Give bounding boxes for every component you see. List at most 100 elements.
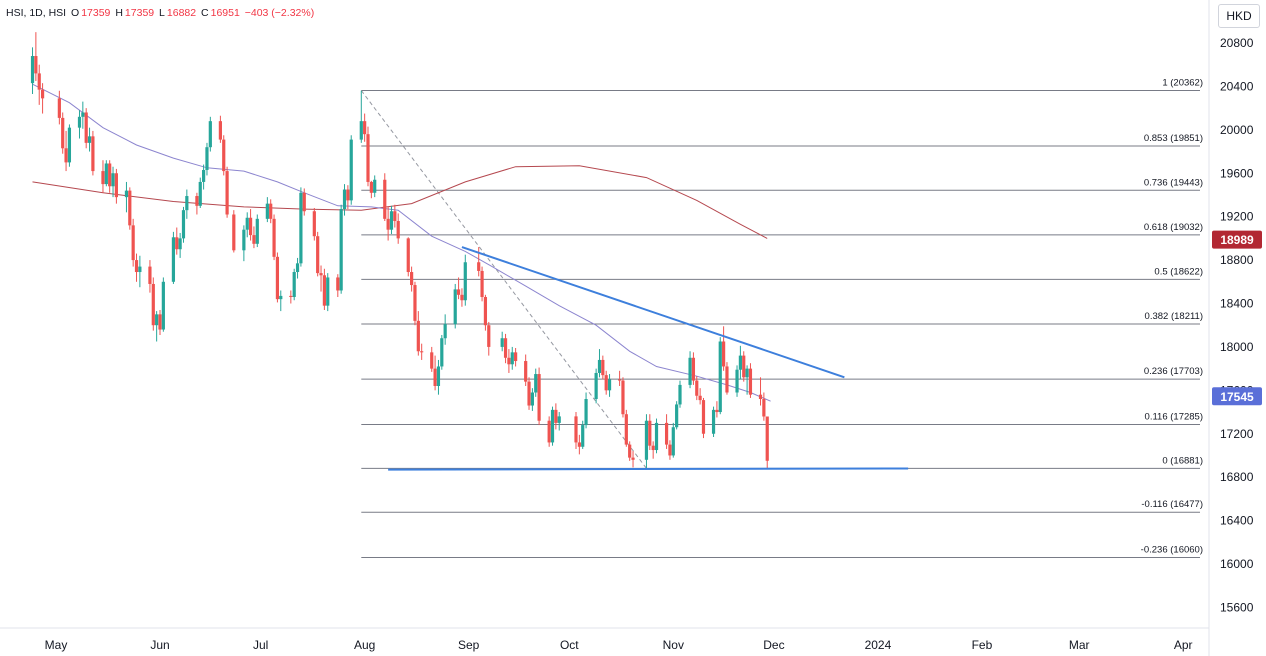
candle-body	[312, 211, 316, 237]
candle-body	[557, 416, 561, 423]
candle-body	[654, 422, 659, 451]
candle-body	[718, 341, 722, 413]
candle-body	[631, 457, 635, 460]
candle-body	[198, 181, 202, 206]
candle-body	[245, 217, 249, 230]
candle-body	[151, 283, 155, 326]
fib-level-label: 0 (16881)	[1162, 455, 1203, 466]
candle-body	[104, 163, 108, 185]
y-tick-label: 18800	[1220, 253, 1254, 267]
candle-body	[81, 112, 85, 117]
candle-body	[77, 116, 82, 128]
candle-body	[675, 404, 679, 428]
candle-body	[420, 351, 424, 353]
candle-body	[195, 196, 199, 206]
ma-short-line	[32, 83, 771, 402]
candle-body	[487, 325, 491, 347]
candle-body	[161, 281, 165, 330]
candle-body	[84, 112, 88, 143]
candle-body	[604, 375, 608, 391]
candle-body	[124, 190, 129, 198]
y-tick-label: 16400	[1220, 514, 1254, 528]
change-value: −403 (−2.32%)	[244, 7, 315, 19]
candle-body	[128, 190, 132, 226]
candle-body	[373, 179, 377, 193]
candle-body	[406, 238, 410, 273]
candle-body	[346, 189, 350, 201]
candle-body	[722, 341, 726, 367]
y-tick-label: 15600	[1220, 600, 1254, 614]
candle-body	[628, 444, 632, 458]
candle-body	[205, 147, 209, 170]
y-tick-label: 19600	[1220, 166, 1254, 180]
candle-body	[503, 338, 508, 358]
candle-body	[57, 98, 61, 118]
fib-level-label: 0.736 (19443)	[1144, 177, 1203, 188]
candle-body	[584, 399, 588, 426]
candle-body	[396, 221, 400, 239]
candle-body	[61, 117, 65, 149]
candle-body	[547, 420, 551, 443]
symbol-label[interactable]: HSI, 1D, HSI	[6, 7, 67, 19]
candle-body	[601, 359, 605, 376]
currency-button[interactable]: HKD	[1218, 4, 1260, 28]
candle-body	[514, 352, 518, 362]
close-label: C	[201, 7, 209, 19]
candle-body	[87, 136, 92, 143]
price-badge-label: 18989	[1220, 233, 1254, 247]
fib-level-label: 0.5 (18622)	[1154, 266, 1203, 277]
candle-body	[500, 338, 504, 347]
candle-body	[664, 422, 669, 445]
support-line[interactable]	[388, 467, 909, 471]
x-tick-label: Aug	[354, 638, 375, 652]
fib-level-label: -0.116 (16477)	[1141, 499, 1203, 510]
candle-body	[430, 352, 434, 369]
y-tick-label: 16800	[1220, 470, 1254, 484]
candle-body	[316, 236, 320, 274]
candle-body	[383, 179, 387, 219]
candle-body	[336, 277, 340, 291]
open-label: O	[71, 7, 80, 19]
candle-body	[698, 395, 702, 401]
candle-body	[342, 189, 347, 210]
candle-body	[762, 399, 766, 417]
candle-body	[148, 266, 152, 284]
candle-body	[295, 263, 300, 273]
candle-body	[101, 171, 105, 185]
candle-body	[34, 56, 38, 74]
candle-body	[678, 384, 682, 405]
candle-body	[443, 324, 447, 339]
candle-body	[171, 237, 176, 282]
price-badge-label: 17545	[1220, 390, 1254, 404]
candle-body	[483, 296, 488, 326]
fib-level-label: -0.236 (16060)	[1141, 544, 1203, 555]
candle-body	[668, 444, 672, 456]
fib-level-label: 0.618 (19032)	[1144, 222, 1203, 233]
candle-body	[607, 379, 612, 391]
candle-body	[134, 260, 139, 273]
candle-body	[688, 357, 692, 385]
descending-trendline[interactable]	[461, 246, 845, 379]
candle-body	[138, 266, 142, 273]
candle-body	[758, 394, 763, 400]
candle-body	[530, 392, 534, 406]
candle-body	[181, 210, 186, 239]
candle-body	[581, 425, 585, 447]
candle-body	[534, 374, 538, 393]
candle-body	[232, 214, 236, 251]
x-tick-label: Nov	[663, 638, 684, 652]
candle-body	[618, 379, 622, 381]
candle-body	[111, 173, 115, 187]
y-tick-label: 19200	[1220, 210, 1254, 224]
x-tick-label: Feb	[972, 638, 993, 652]
candle-body	[524, 361, 528, 382]
candle-body	[527, 381, 531, 406]
candle-body	[735, 369, 739, 393]
y-tick-label: 16000	[1220, 557, 1254, 571]
candle-body	[202, 169, 206, 182]
candle-body	[648, 420, 652, 446]
candle-body	[410, 272, 414, 286]
fib-level-label: 0.236 (17703)	[1144, 366, 1203, 377]
